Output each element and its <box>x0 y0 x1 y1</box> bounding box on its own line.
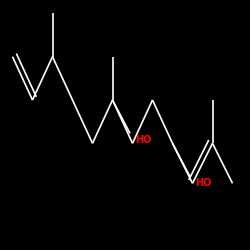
Text: HO: HO <box>135 135 152 145</box>
Text: HO: HO <box>195 178 212 188</box>
